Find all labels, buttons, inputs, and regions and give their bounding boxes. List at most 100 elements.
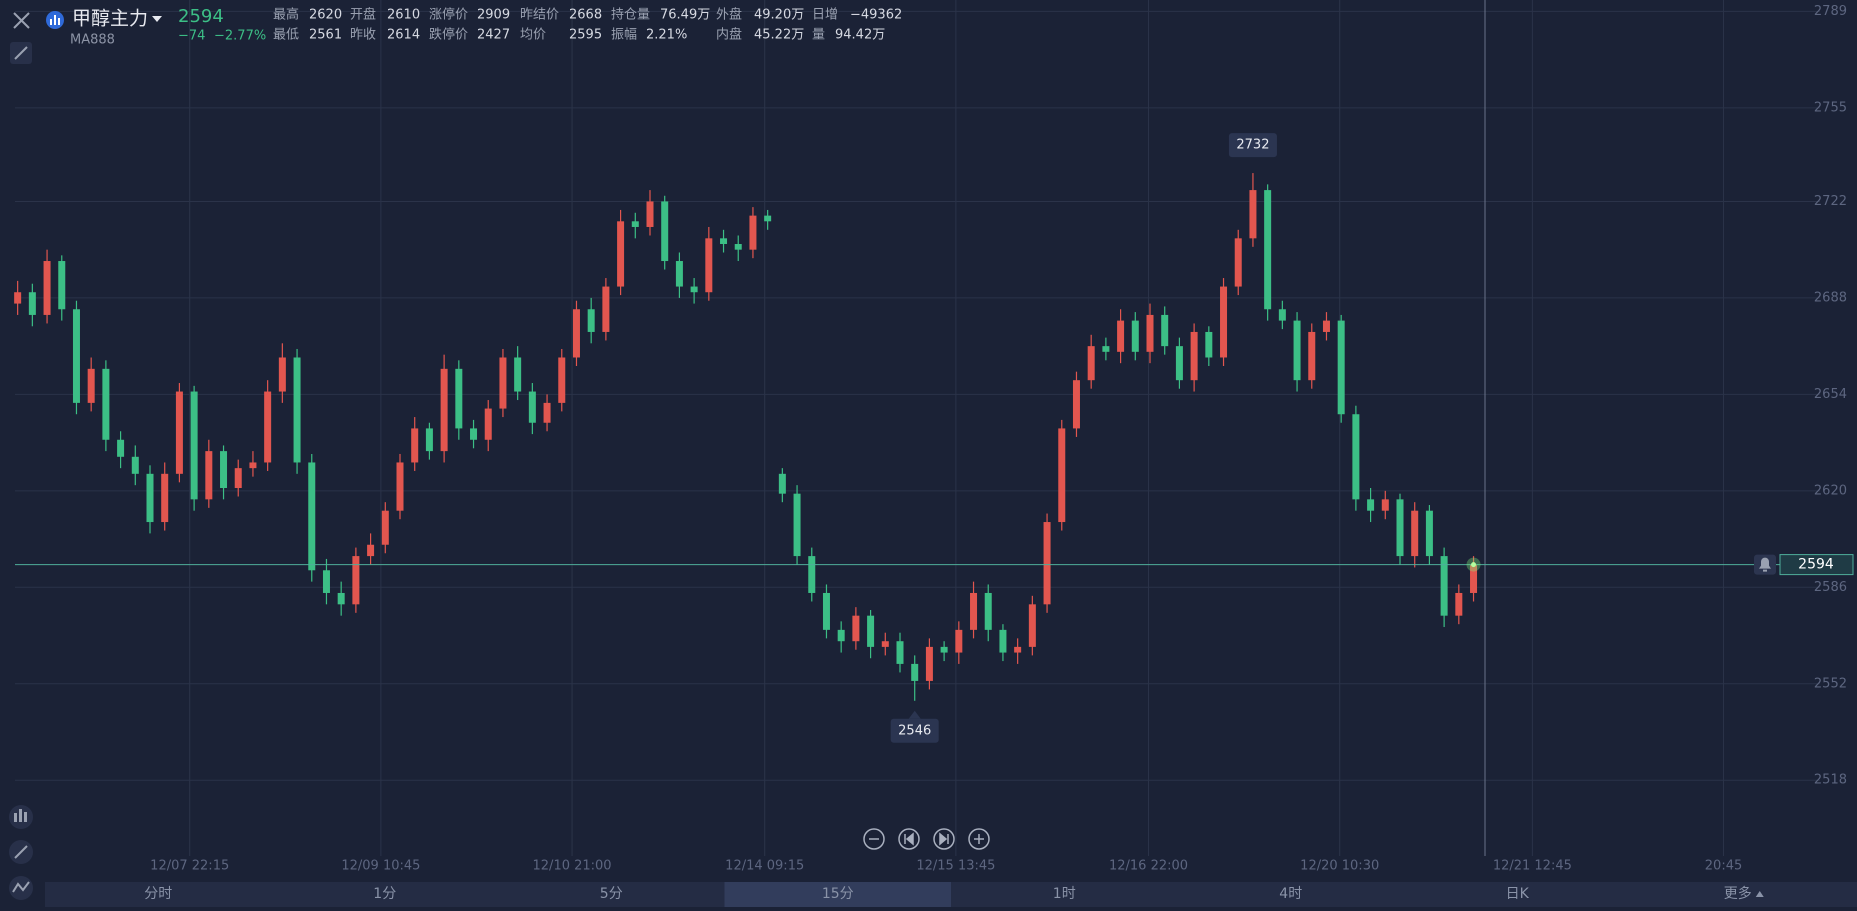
y-tick-label: 2654 bbox=[1814, 387, 1847, 402]
candle-body bbox=[808, 556, 816, 593]
instrument-dropdown[interactable] bbox=[152, 16, 162, 22]
candle-body bbox=[1102, 346, 1110, 352]
last-price: 2594 bbox=[178, 6, 224, 27]
candle-body bbox=[631, 221, 639, 227]
candle-body bbox=[690, 286, 698, 293]
stat-value: 45.22万 bbox=[754, 28, 804, 43]
candle-body bbox=[278, 357, 286, 392]
candle-body bbox=[587, 309, 595, 332]
price-change: −74 bbox=[178, 29, 205, 44]
y-tick-label: 2722 bbox=[1814, 194, 1847, 209]
candle-body bbox=[543, 402, 551, 423]
close-button[interactable] bbox=[13, 12, 30, 29]
stat-label: 内盘 bbox=[716, 27, 742, 43]
candle-body bbox=[558, 357, 566, 403]
candle-body bbox=[470, 428, 478, 440]
stat-label: 外盘 bbox=[716, 7, 742, 23]
max-label: 2732 bbox=[1236, 138, 1269, 153]
y-tick-label: 2586 bbox=[1814, 580, 1847, 595]
candle-body bbox=[1220, 286, 1228, 358]
period-tab[interactable]: 日K bbox=[1506, 886, 1530, 902]
period-tab[interactable]: 1分 bbox=[373, 886, 396, 902]
candle-body bbox=[220, 451, 228, 488]
period-tab[interactable]: 4时 bbox=[1279, 886, 1302, 902]
period-tab[interactable]: 更多 bbox=[1724, 885, 1752, 902]
alert-bell[interactable] bbox=[1759, 557, 1771, 572]
stat-value: 94.42万 bbox=[835, 28, 885, 43]
candle-body bbox=[381, 510, 389, 545]
stat-label: 开盘 bbox=[350, 7, 376, 23]
candle-body bbox=[837, 629, 845, 642]
period-tab[interactable]: 5分 bbox=[600, 886, 623, 902]
instrument-name[interactable]: 甲醇主力 bbox=[72, 8, 148, 30]
stat-value: 49.20万 bbox=[754, 8, 804, 23]
stat-value: 2614 bbox=[387, 28, 420, 43]
stat-label: 最高 bbox=[273, 7, 299, 23]
stat-value: −49362 bbox=[850, 8, 902, 23]
candle-body bbox=[705, 238, 713, 293]
overlay-layer: 2732 2546 2594 bbox=[15, 0, 1854, 856]
x-tick-label: 12/09 10:45 bbox=[341, 859, 420, 874]
stat-label: 振幅 bbox=[611, 28, 637, 43]
candle-body bbox=[1293, 320, 1301, 381]
candle-body bbox=[528, 391, 536, 423]
candle-body bbox=[161, 473, 169, 523]
stat-value: 2620 bbox=[309, 8, 342, 23]
candle-body bbox=[602, 286, 610, 332]
stat-label: 昨收 bbox=[350, 28, 376, 43]
candle-body bbox=[146, 473, 154, 523]
draw-tool-button[interactable] bbox=[10, 42, 32, 64]
stat-label: 量 bbox=[812, 28, 825, 43]
candle-body bbox=[1337, 320, 1345, 415]
stat-value: 2561 bbox=[309, 28, 342, 43]
min-label-box bbox=[890, 718, 939, 743]
line-tool-button[interactable] bbox=[9, 876, 33, 900]
candle-body bbox=[1381, 499, 1389, 511]
stat-label: 日增 bbox=[812, 8, 838, 23]
x-tick-label: 12/21 12:45 bbox=[1493, 859, 1572, 874]
grid-layer: 2518 2552 2586 2620 2654 2688 2722 2755 2789 12/0… bbox=[15, 0, 1847, 874]
candle-body bbox=[425, 428, 433, 452]
zoom-out-button[interactable] bbox=[863, 828, 885, 850]
x-tick-label: 12/14 09:15 bbox=[725, 859, 804, 874]
candle-body bbox=[293, 357, 301, 463]
candle-body bbox=[1440, 556, 1448, 616]
last-price-dot bbox=[1471, 562, 1477, 568]
candle-body bbox=[514, 357, 522, 392]
period-tab[interactable]: 分时 bbox=[144, 886, 172, 902]
max-label-box bbox=[1228, 133, 1277, 158]
period-tab[interactable]: 1时 bbox=[1053, 886, 1076, 902]
pen-button[interactable] bbox=[9, 840, 33, 864]
period-bar: 分时 1分 5分 15分 1时 4时 日K 更多 bbox=[45, 882, 1857, 907]
stat-label: 跌停价 bbox=[429, 27, 468, 43]
candle-body bbox=[411, 428, 419, 463]
candle-body bbox=[367, 544, 375, 557]
scroll-start-button[interactable] bbox=[898, 828, 920, 850]
y-tick-label: 2688 bbox=[1814, 290, 1847, 305]
stat-value: 76.49万 bbox=[660, 8, 710, 23]
candle-body bbox=[867, 615, 875, 647]
candle-body bbox=[1072, 380, 1080, 429]
y-tick-label: 2755 bbox=[1814, 100, 1847, 115]
candle-body bbox=[1117, 320, 1125, 352]
period-tab[interactable]: 15分 bbox=[822, 886, 854, 902]
candle-body bbox=[308, 462, 316, 571]
last-price-tag-label: 2594 bbox=[1798, 557, 1834, 573]
candle-body bbox=[1278, 309, 1286, 321]
indicator-button[interactable] bbox=[9, 805, 33, 829]
instrument-code: MA888 bbox=[70, 33, 115, 48]
stat-value: 2595 bbox=[569, 28, 602, 43]
candle-body bbox=[1322, 320, 1330, 332]
candle-body bbox=[1396, 499, 1404, 557]
stat-value: 2909 bbox=[477, 8, 510, 23]
candle-body bbox=[190, 391, 198, 500]
zoom-in-button[interactable] bbox=[968, 828, 990, 850]
y-tick-label: 2552 bbox=[1814, 676, 1847, 691]
scroll-end-button[interactable] bbox=[933, 828, 955, 850]
candle-body bbox=[1470, 564, 1478, 593]
candle-body bbox=[999, 629, 1007, 653]
y-tick-label: 2789 bbox=[1814, 4, 1847, 19]
candle-body bbox=[734, 244, 742, 250]
candle-body bbox=[1352, 414, 1360, 500]
